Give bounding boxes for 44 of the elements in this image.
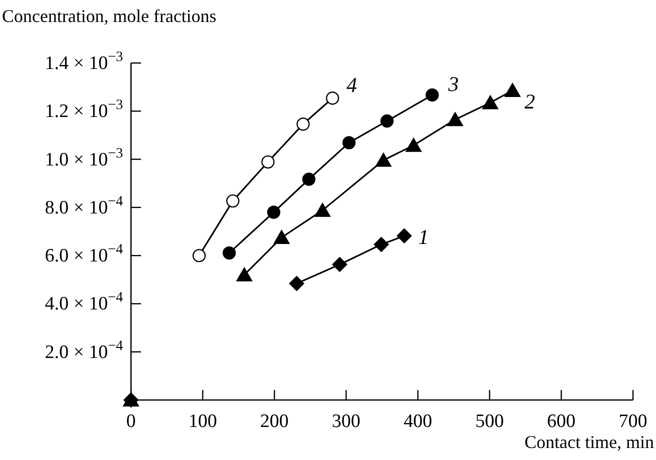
y-axis-title: Concentration, mole fractions xyxy=(2,6,216,26)
x-tick-label: 600 xyxy=(547,411,576,432)
series-label: 3 xyxy=(447,72,459,96)
point xyxy=(192,248,206,262)
point xyxy=(342,136,356,150)
point xyxy=(504,82,521,97)
point xyxy=(296,118,310,131)
x-tick-label: 500 xyxy=(475,411,504,432)
y-tick-label: 4.0 × 10$^{−4}$ xyxy=(44,290,123,315)
x-tick-label: 400 xyxy=(404,411,432,432)
x-tick-label: 100 xyxy=(188,411,217,432)
point xyxy=(267,206,280,219)
y-tick-label: 2.0 × 10$^{−4}$ xyxy=(44,338,123,363)
point xyxy=(374,237,389,252)
point xyxy=(289,276,304,291)
series-label: 2 xyxy=(524,89,536,114)
point xyxy=(261,155,275,169)
x-axis-title: Contact time, min xyxy=(524,432,654,452)
x-tick-label: 300 xyxy=(332,411,360,432)
point xyxy=(302,172,316,186)
point xyxy=(380,114,394,128)
x-tick-label: 700 xyxy=(618,411,648,432)
point xyxy=(274,230,290,244)
point xyxy=(406,138,422,152)
series-label: 4 xyxy=(346,73,358,98)
point xyxy=(326,92,340,105)
point xyxy=(375,152,392,167)
point xyxy=(226,194,240,208)
point xyxy=(314,202,330,217)
x-tick-label: 200 xyxy=(260,411,289,432)
point xyxy=(396,228,412,244)
x-tick-label: 0 xyxy=(126,411,136,432)
point xyxy=(236,267,252,282)
y-tick-label: 8.0 × 10$^{−4}$ xyxy=(44,193,123,218)
point xyxy=(447,112,464,126)
y-tick-label: 1.2 × 10$^{−3}$ xyxy=(44,97,123,122)
y-tick-label: 1.4 × 10$^{−3}$ xyxy=(44,49,123,74)
point xyxy=(426,88,439,102)
point xyxy=(482,95,498,110)
y-tick-label: 1.0 × 10$^{−3}$ xyxy=(44,145,123,170)
point xyxy=(222,246,236,260)
series-label: 1 xyxy=(418,224,429,249)
point xyxy=(332,256,348,272)
y-tick-label: 6.0 × 10$^{−4}$ xyxy=(44,242,123,267)
